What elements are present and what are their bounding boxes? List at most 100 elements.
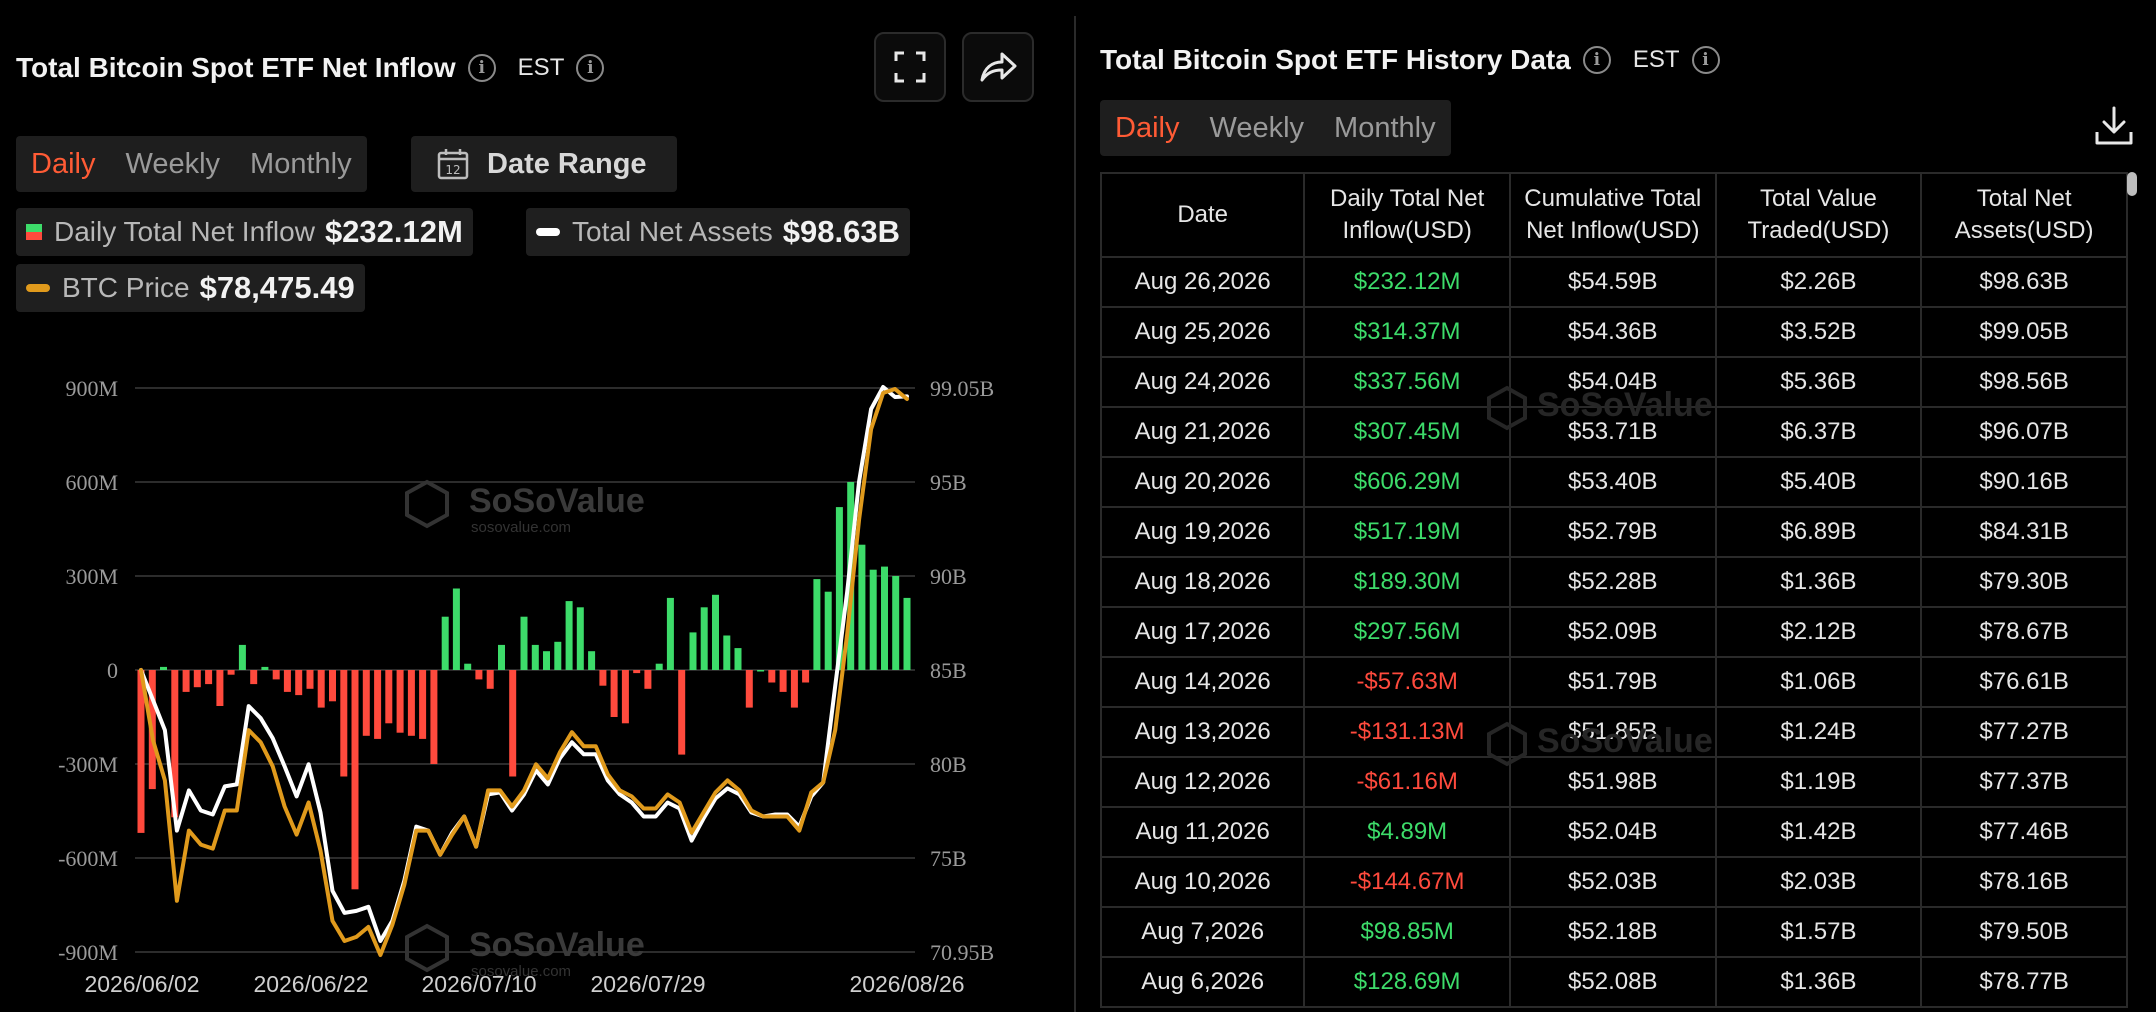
inflow-bar[interactable] <box>238 644 246 670</box>
inflow-bar[interactable] <box>452 588 460 671</box>
info-icon[interactable]: i <box>467 54 496 82</box>
inflow-bar[interactable] <box>520 616 528 670</box>
table-row[interactable]: Aug 18,2026 $189.30M $52.28B $1.36B $79.30B <box>1099 556 2128 608</box>
btc-price-line[interactable] <box>139 387 909 957</box>
inflow-bar[interactable] <box>576 607 584 670</box>
inflow-bar[interactable] <box>272 670 280 680</box>
col-header-value-traded[interactable]: Total Value Traded(USD) <box>1714 172 1923 258</box>
inflow-bar[interactable] <box>317 670 325 708</box>
inflow-bar[interactable] <box>498 644 505 670</box>
history-tab-monthly[interactable]: Monthly <box>1334 112 1436 144</box>
inflow-bar[interactable] <box>182 670 190 692</box>
inflow-bar[interactable] <box>250 670 258 685</box>
inflow-bar[interactable] <box>881 566 888 670</box>
inflow-bar[interactable] <box>216 670 224 706</box>
inflow-bar[interactable] <box>588 651 596 670</box>
inflow-bar[interactable] <box>700 607 708 670</box>
inflow-bar[interactable] <box>633 670 641 674</box>
inflow-bar[interactable] <box>374 670 382 739</box>
inflow-bar[interactable] <box>644 670 652 689</box>
inflow-bar[interactable] <box>655 663 663 670</box>
col-header-cumulative-inflow[interactable]: Cumulative Total Net Inflow(USD) <box>1508 172 1717 258</box>
inflow-bar[interactable] <box>351 670 359 890</box>
table-row[interactable]: Aug 25,2026 $314.37M $54.36B $3.52B $99.05B <box>1099 306 2128 358</box>
inflow-bar[interactable] <box>745 670 753 708</box>
inflow-bar[interactable] <box>621 670 629 724</box>
inflow-bar[interactable] <box>171 670 179 818</box>
table-row[interactable]: Aug 12,2026 -$61.16M $51.98B $1.19B $77.37B <box>1099 756 2128 808</box>
inflow-bar[interactable] <box>666 597 674 670</box>
table-row[interactable]: Aug 19,2026 $517.19M $52.79B $6.89B $84.31B <box>1099 506 2128 558</box>
inflow-bar[interactable] <box>723 635 731 671</box>
inflow-bar[interactable] <box>734 648 742 670</box>
col-header-net-assets[interactable]: Total Net Assets(USD) <box>1920 172 2128 258</box>
inflow-bar[interactable] <box>385 670 393 724</box>
inflow-bar[interactable] <box>790 670 798 708</box>
inflow-bar[interactable] <box>712 594 719 670</box>
inflow-bar[interactable] <box>486 670 494 689</box>
inflow-bar[interactable] <box>531 644 539 670</box>
inflow-bar[interactable] <box>295 670 303 696</box>
inflow-bar[interactable] <box>757 670 765 672</box>
inflow-bar[interactable] <box>892 576 900 670</box>
inflow-bar[interactable] <box>565 601 573 670</box>
table-row[interactable]: Aug 17,2026 $297.56M $52.09B $2.12B $78.67B <box>1099 606 2128 658</box>
table-row[interactable]: Aug 11,2026 $4.89M $52.04B $1.42B $77.46B <box>1099 806 2128 858</box>
inflow-bar[interactable] <box>678 670 686 755</box>
table-row[interactable]: Aug 13,2026 -$131.13M $51.85B $1.24B $77.27B <box>1099 706 2128 758</box>
inflow-bar[interactable] <box>768 670 776 683</box>
inflow-bar[interactable] <box>464 663 472 670</box>
date-range-button[interactable]: 12 Date Range <box>411 136 677 192</box>
tab-monthly[interactable]: Monthly <box>250 148 352 180</box>
download-icon[interactable] <box>2092 104 2136 148</box>
inflow-bar[interactable] <box>205 670 213 685</box>
history-timezone-info-icon[interactable]: i <box>1691 46 1720 74</box>
inflow-bar[interactable] <box>306 670 314 689</box>
inflow-bar[interactable] <box>543 651 550 670</box>
inflow-bar[interactable] <box>193 670 201 688</box>
inflow-bar[interactable] <box>283 670 291 692</box>
inflow-bar[interactable] <box>509 670 517 777</box>
tab-daily[interactable]: Daily <box>31 148 96 180</box>
table-row[interactable]: Aug 21,2026 $307.45M $53.71B $6.37B $96.07B <box>1099 406 2128 458</box>
col-header-date[interactable]: Date <box>1099 172 1306 258</box>
col-header-daily-inflow[interactable]: Daily Total Net Inflow(USD) <box>1303 172 1511 258</box>
inflow-bar[interactable] <box>441 616 449 670</box>
inflow-bar[interactable] <box>396 670 404 733</box>
inflow-bar[interactable] <box>160 666 167 670</box>
inflow-bar[interactable] <box>227 670 235 675</box>
inflow-bar[interactable] <box>802 670 810 683</box>
inflow-bar[interactable] <box>475 670 483 680</box>
legend-assets[interactable]: Total Net Assets $98.63B <box>526 208 910 256</box>
inflow-bar[interactable] <box>689 632 697 670</box>
inflow-chart[interactable]: SoSoValuesosovalue.comSoSoValuesosovalue… <box>0 360 1072 1012</box>
inflow-bar[interactable] <box>824 591 832 670</box>
table-row[interactable]: Aug 10,2026 -$144.67M $52.03B $2.03B $78.16B <box>1099 856 2128 908</box>
inflow-bar[interactable] <box>340 670 348 777</box>
history-tab-weekly[interactable]: Weekly <box>1209 112 1305 144</box>
table-row[interactable]: Aug 14,2026 -$57.63M $51.79B $1.06B $76.61B <box>1099 656 2128 708</box>
table-row[interactable]: Aug 24,2026 $337.56M $54.04B $5.36B $98.56B <box>1099 356 2128 408</box>
inflow-bar[interactable] <box>554 641 562 670</box>
timezone-info-icon[interactable]: i <box>576 54 605 82</box>
inflow-bar[interactable] <box>610 670 618 717</box>
fullscreen-button[interactable] <box>874 32 946 102</box>
inflow-bar[interactable] <box>137 670 145 833</box>
share-button[interactable] <box>962 32 1034 102</box>
inflow-bar[interactable] <box>329 670 336 702</box>
table-scrollbar[interactable] <box>2127 172 2137 196</box>
table-row[interactable]: Aug 20,2026 $606.29M $53.40B $5.40B $90.16B <box>1099 456 2128 508</box>
table-row[interactable]: Aug 7,2026 $98.85M $52.18B $1.57B $79.50B <box>1099 906 2128 958</box>
inflow-bar[interactable] <box>858 544 866 670</box>
inflow-bar[interactable] <box>869 569 877 670</box>
inflow-bar[interactable] <box>261 666 269 670</box>
legend-price[interactable]: BTC Price $78,475.49 <box>16 264 365 312</box>
inflow-bar[interactable] <box>430 670 438 764</box>
history-info-icon[interactable]: i <box>1582 46 1611 74</box>
inflow-bar[interactable] <box>813 579 821 670</box>
tab-weekly[interactable]: Weekly <box>125 148 221 180</box>
inflow-bar[interactable] <box>779 670 787 692</box>
inflow-bar[interactable] <box>407 670 415 736</box>
legend-inflow[interactable]: Daily Total Net Inflow $232.12M <box>16 208 473 256</box>
table-row[interactable]: Aug 6,2026 $128.69M $52.08B $1.36B $78.77B <box>1099 956 2128 1008</box>
